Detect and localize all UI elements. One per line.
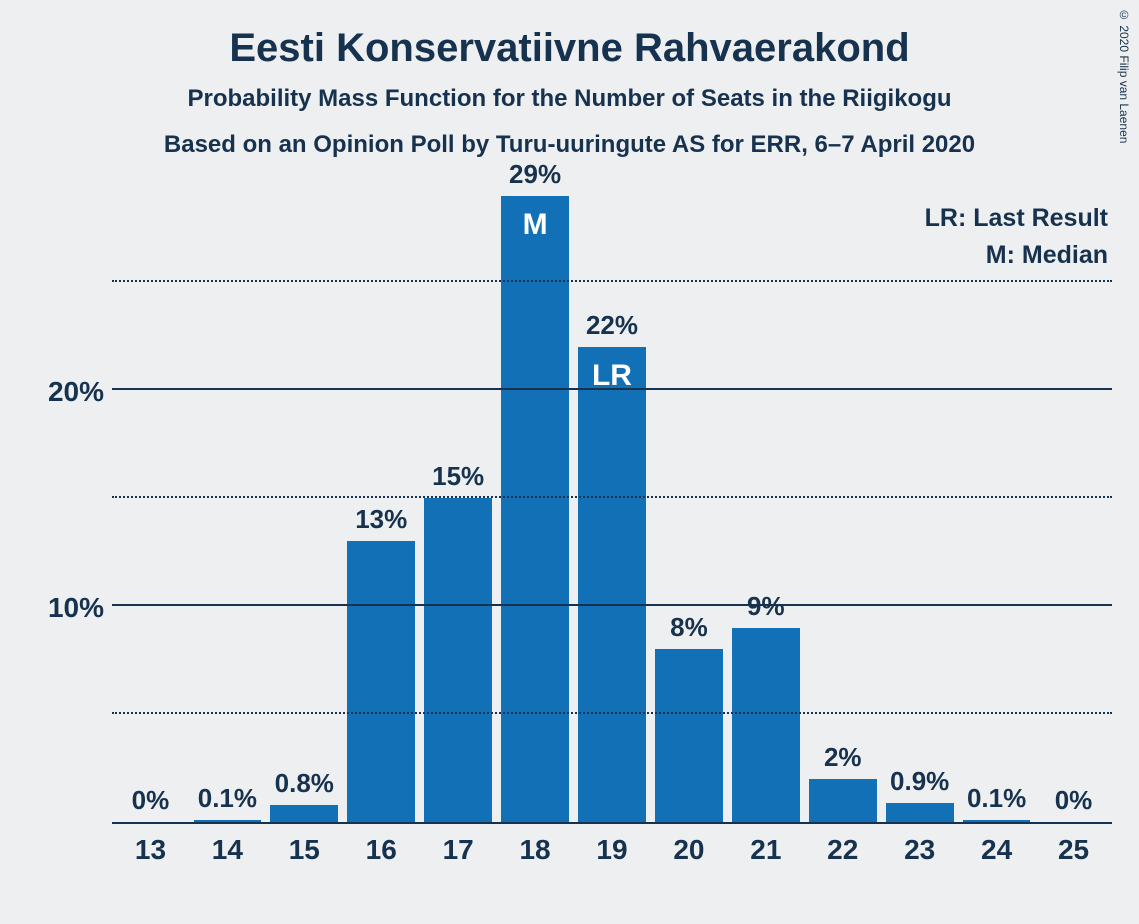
x-tick-label: 17 xyxy=(420,834,497,866)
bar-value-label: 15% xyxy=(432,461,484,492)
gridline-dotted xyxy=(112,496,1112,498)
bar-slot: 15% xyxy=(420,198,497,822)
x-tick-label: 14 xyxy=(189,834,266,866)
bar: 13% xyxy=(347,541,415,822)
bar-value-label: 0% xyxy=(1055,785,1093,816)
bar-slot: 0.9% xyxy=(881,198,958,822)
chart-subtitle-1: Probability Mass Function for the Number… xyxy=(0,85,1139,113)
bar-value-label: 0.1% xyxy=(198,783,257,814)
bar-value-label: 0% xyxy=(132,785,170,816)
gridline-dotted xyxy=(112,712,1112,714)
x-tick-label: 15 xyxy=(266,834,343,866)
bar: 2% xyxy=(809,779,877,822)
x-tick-label: 20 xyxy=(650,834,727,866)
bar-slot: 22%LR xyxy=(574,198,651,822)
x-tick-label: 19 xyxy=(574,834,651,866)
gridline-solid xyxy=(112,388,1112,390)
bar: 29%M xyxy=(501,196,569,822)
y-tick-label: 20% xyxy=(30,376,104,408)
bar-slot: 0% xyxy=(1035,198,1112,822)
bar: 22%LR xyxy=(578,347,646,822)
chart-subtitle-2: Based on an Opinion Poll by Turu-uuringu… xyxy=(0,131,1139,159)
bar: 15% xyxy=(424,498,492,822)
bar-slot: 0.1% xyxy=(958,198,1035,822)
chart-area: LR: Last Result M: Median 10%20% 0%0.1%0… xyxy=(30,198,1120,888)
x-axis: 13141516171819202122232425 xyxy=(112,834,1112,866)
x-tick-label: 16 xyxy=(343,834,420,866)
x-tick-label: 21 xyxy=(727,834,804,866)
bar: 0.8% xyxy=(270,805,338,822)
plot-region: 0%0.1%0.8%13%15%29%M22%LR8%9%2%0.9%0.1%0… xyxy=(112,198,1112,824)
bar-value-label: 9% xyxy=(747,591,785,622)
x-tick-label: 13 xyxy=(112,834,189,866)
chart-title: Eesti Konservatiivne Rahvaerakond xyxy=(0,0,1139,71)
x-tick-label: 25 xyxy=(1035,834,1112,866)
bar-value-label: 0.8% xyxy=(275,768,334,799)
bar-slot: 0.8% xyxy=(266,198,343,822)
bar-slot: 9% xyxy=(727,198,804,822)
bar-value-label: 22% xyxy=(586,310,638,341)
bar-value-label: 0.9% xyxy=(890,766,949,797)
bar-value-label: 29% xyxy=(509,159,561,190)
x-tick-label: 18 xyxy=(497,834,574,866)
bar-slot: 0% xyxy=(112,198,189,822)
bar-value-label: 2% xyxy=(824,742,862,773)
bar-value-label: 0.1% xyxy=(967,783,1026,814)
x-tick-label: 22 xyxy=(804,834,881,866)
bar: 0.9% xyxy=(886,803,954,822)
bars-container: 0%0.1%0.8%13%15%29%M22%LR8%9%2%0.9%0.1%0… xyxy=(112,198,1112,822)
x-tick-label: 24 xyxy=(958,834,1035,866)
bar-slot: 8% xyxy=(650,198,727,822)
bar-slot: 0.1% xyxy=(189,198,266,822)
bar-slot: 29%M xyxy=(497,198,574,822)
copyright-text: © 2020 Filip van Laenen xyxy=(1117,8,1131,143)
bar-value-label: 8% xyxy=(670,612,708,643)
bar: 9% xyxy=(732,628,800,822)
bar-slot: 13% xyxy=(343,198,420,822)
bar: 0.1% xyxy=(963,820,1031,822)
bar: 8% xyxy=(655,649,723,822)
bar-annotation: M xyxy=(501,208,569,242)
gridline-solid xyxy=(112,604,1112,606)
bar: 0.1% xyxy=(194,820,262,822)
gridline-dotted xyxy=(112,280,1112,282)
x-tick-label: 23 xyxy=(881,834,958,866)
bar-value-label: 13% xyxy=(355,504,407,535)
bar-slot: 2% xyxy=(804,198,881,822)
y-tick-label: 10% xyxy=(30,592,104,624)
